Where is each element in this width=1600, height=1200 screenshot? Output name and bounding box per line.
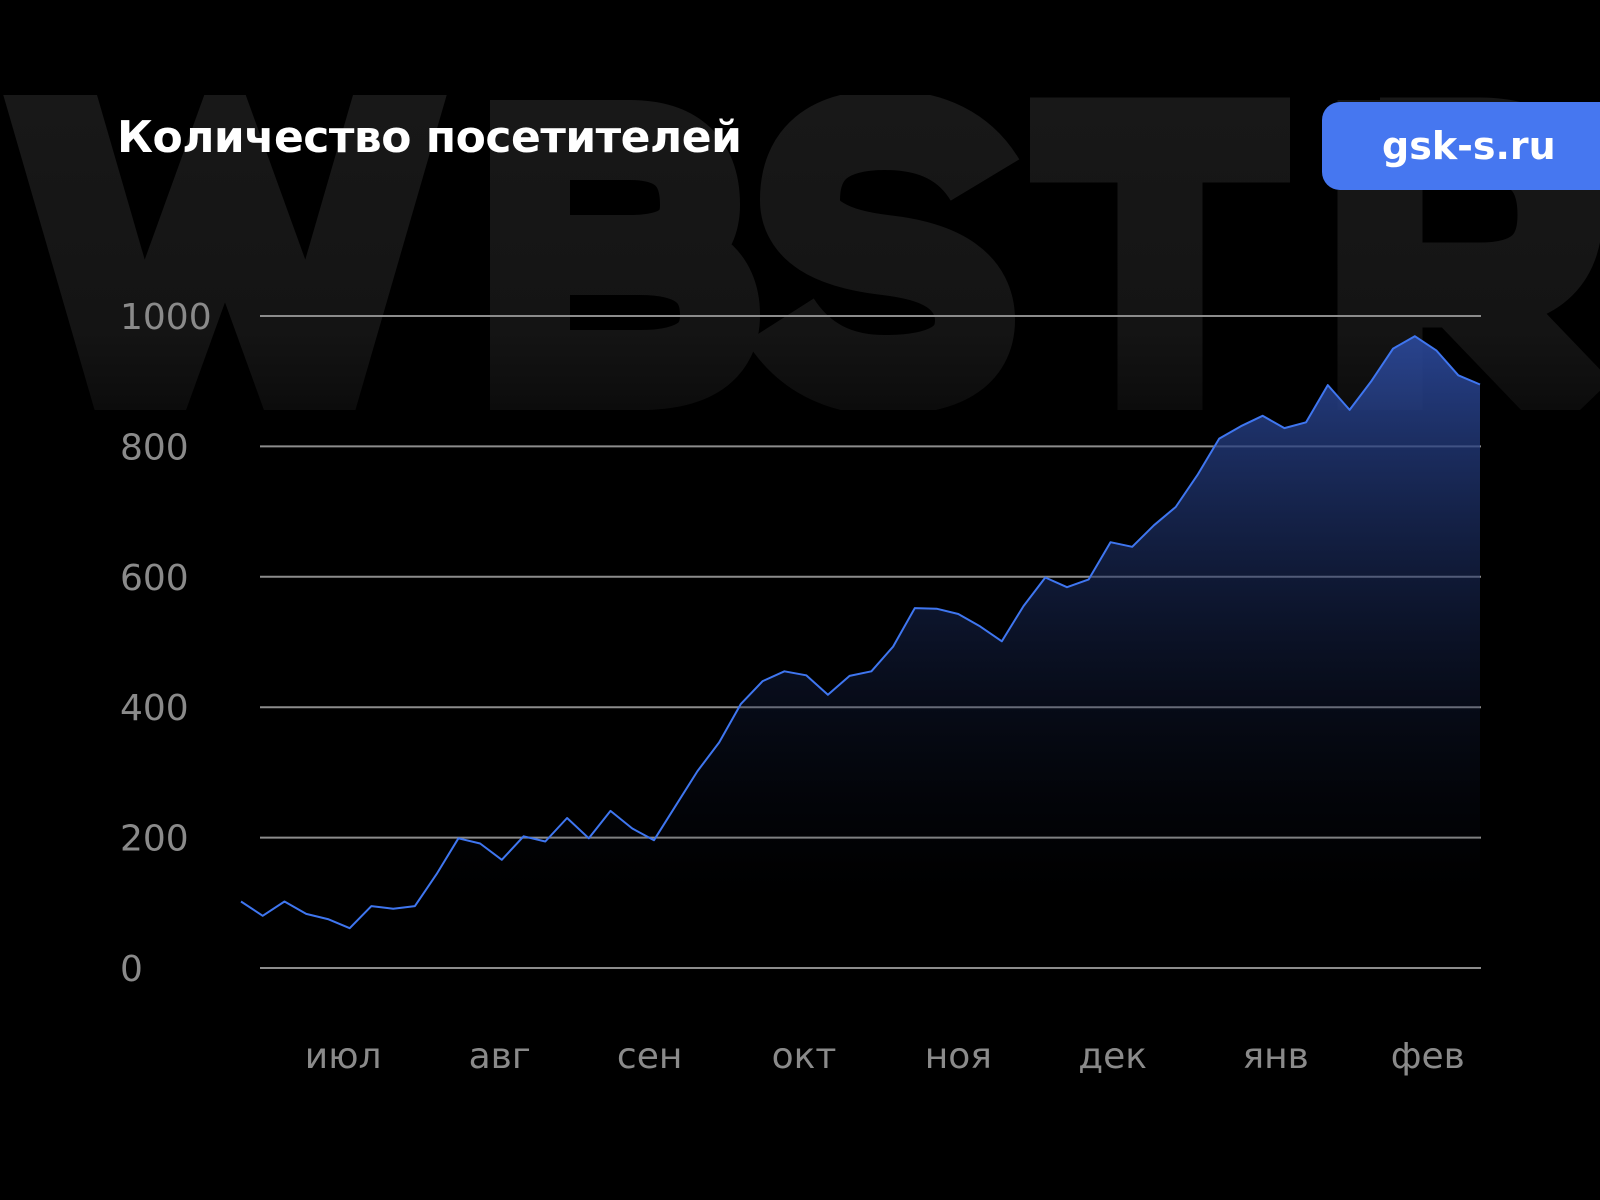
y-tick-label: 1000 (120, 297, 212, 338)
x-tick-label: янв (1242, 1036, 1308, 1077)
watermark-letter-w (3, 95, 447, 410)
x-tick-label: окт (772, 1036, 837, 1077)
watermark-logo (3, 95, 1600, 410)
x-tick-label: фев (1391, 1036, 1465, 1077)
site-badge[interactable]: gsk-s.ru (1322, 102, 1600, 190)
series-line (240, 335, 1481, 930)
x-tick-label: июл (305, 1036, 382, 1077)
y-tick-label: 0 (120, 949, 143, 990)
chart-title: Количество посетителей (117, 112, 742, 163)
watermark-letter-t (1030, 97, 1290, 410)
y-tick-label: 200 (120, 819, 189, 860)
x-tick-label: ноя (925, 1036, 992, 1077)
y-tick-label: 600 (120, 558, 189, 599)
y-tick-label: 400 (120, 688, 189, 729)
watermark-letter-s (746, 95, 1020, 410)
x-tick-label: авг (469, 1036, 531, 1077)
y-tick-label: 800 (120, 427, 189, 468)
x-tick-label: дек (1078, 1036, 1147, 1077)
site-badge-label: gsk-s.ru (1382, 124, 1556, 168)
area-fill (241, 336, 1480, 929)
x-tick-label: сен (617, 1036, 682, 1077)
